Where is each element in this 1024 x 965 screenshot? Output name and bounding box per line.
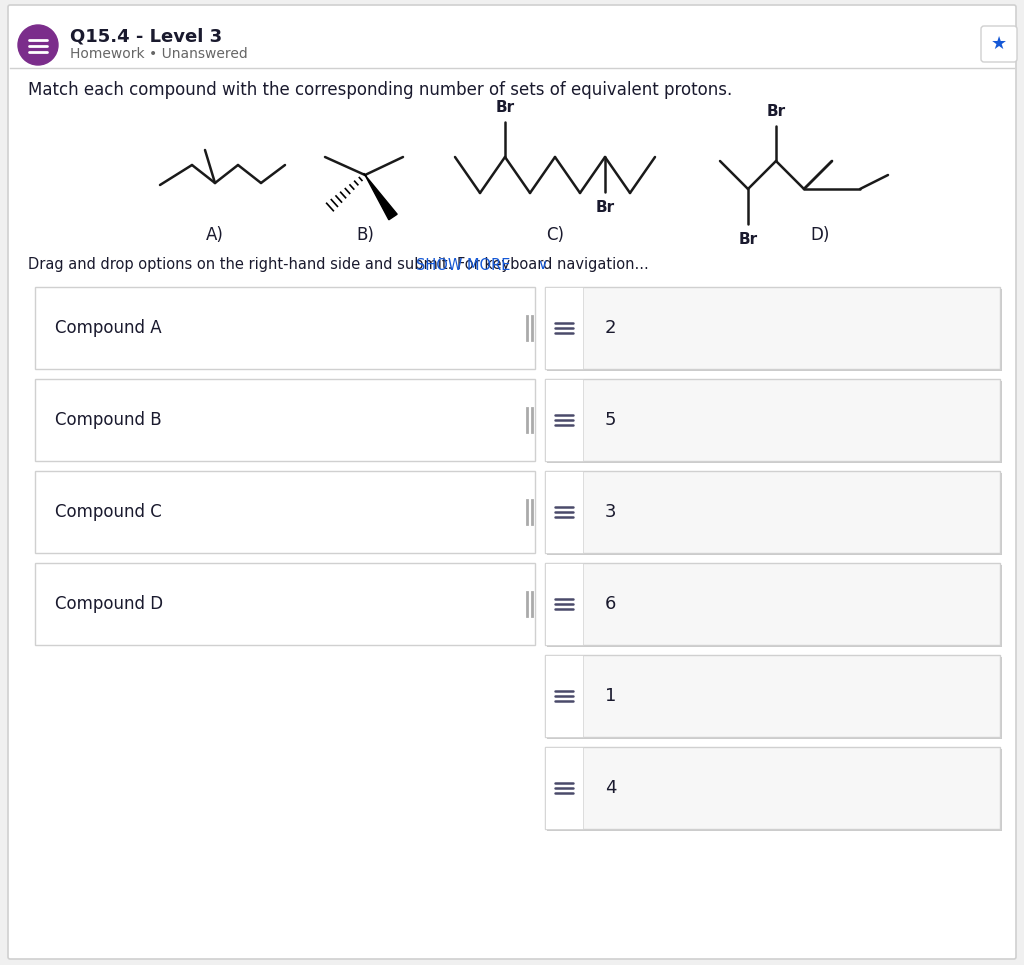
- FancyBboxPatch shape: [547, 565, 1002, 647]
- FancyBboxPatch shape: [547, 381, 1002, 463]
- Text: Br: Br: [766, 103, 785, 119]
- FancyBboxPatch shape: [35, 471, 535, 553]
- Text: B): B): [356, 226, 374, 244]
- Circle shape: [18, 25, 58, 65]
- FancyBboxPatch shape: [547, 657, 1002, 739]
- Text: Br: Br: [496, 99, 515, 115]
- Text: 2: 2: [605, 319, 616, 337]
- FancyBboxPatch shape: [35, 563, 535, 645]
- FancyBboxPatch shape: [545, 287, 1000, 369]
- Text: Br: Br: [595, 200, 614, 214]
- FancyBboxPatch shape: [545, 655, 1000, 737]
- Text: Compound D: Compound D: [55, 595, 163, 613]
- Text: 3: 3: [605, 503, 616, 521]
- Text: Br: Br: [738, 232, 758, 246]
- FancyBboxPatch shape: [547, 289, 1002, 371]
- FancyBboxPatch shape: [35, 379, 535, 461]
- FancyBboxPatch shape: [547, 473, 1002, 555]
- Text: Compound A: Compound A: [55, 319, 162, 337]
- FancyBboxPatch shape: [545, 655, 583, 737]
- Text: Drag and drop options on the right-hand side and submit. For keyboard navigation: Drag and drop options on the right-hand …: [28, 258, 649, 272]
- Polygon shape: [365, 175, 397, 220]
- Text: Homework • Unanswered: Homework • Unanswered: [70, 47, 248, 61]
- FancyBboxPatch shape: [545, 747, 583, 829]
- FancyBboxPatch shape: [545, 379, 1000, 461]
- FancyBboxPatch shape: [545, 563, 583, 645]
- FancyBboxPatch shape: [545, 563, 1000, 645]
- Text: Q15.4 - Level 3: Q15.4 - Level 3: [70, 28, 222, 46]
- Text: 5: 5: [605, 411, 616, 429]
- Text: Compound C: Compound C: [55, 503, 162, 521]
- FancyBboxPatch shape: [545, 471, 583, 553]
- FancyBboxPatch shape: [547, 749, 1002, 831]
- FancyBboxPatch shape: [35, 287, 535, 369]
- FancyBboxPatch shape: [8, 5, 1016, 959]
- Text: Compound B: Compound B: [55, 411, 162, 429]
- Text: 1: 1: [605, 687, 616, 705]
- FancyBboxPatch shape: [981, 26, 1017, 62]
- Text: Match each compound with the corresponding number of sets of equivalent protons.: Match each compound with the correspondi…: [28, 81, 732, 99]
- Text: 6: 6: [605, 595, 616, 613]
- FancyBboxPatch shape: [545, 747, 1000, 829]
- Text: A): A): [206, 226, 224, 244]
- Text: SHOW MORE: SHOW MORE: [416, 258, 510, 272]
- Text: ★: ★: [991, 35, 1007, 53]
- Text: C): C): [546, 226, 564, 244]
- Text: ∨: ∨: [537, 258, 547, 272]
- Text: D): D): [810, 226, 829, 244]
- FancyBboxPatch shape: [545, 471, 1000, 553]
- Text: 4: 4: [605, 779, 616, 797]
- FancyBboxPatch shape: [545, 287, 583, 369]
- FancyBboxPatch shape: [545, 379, 583, 461]
